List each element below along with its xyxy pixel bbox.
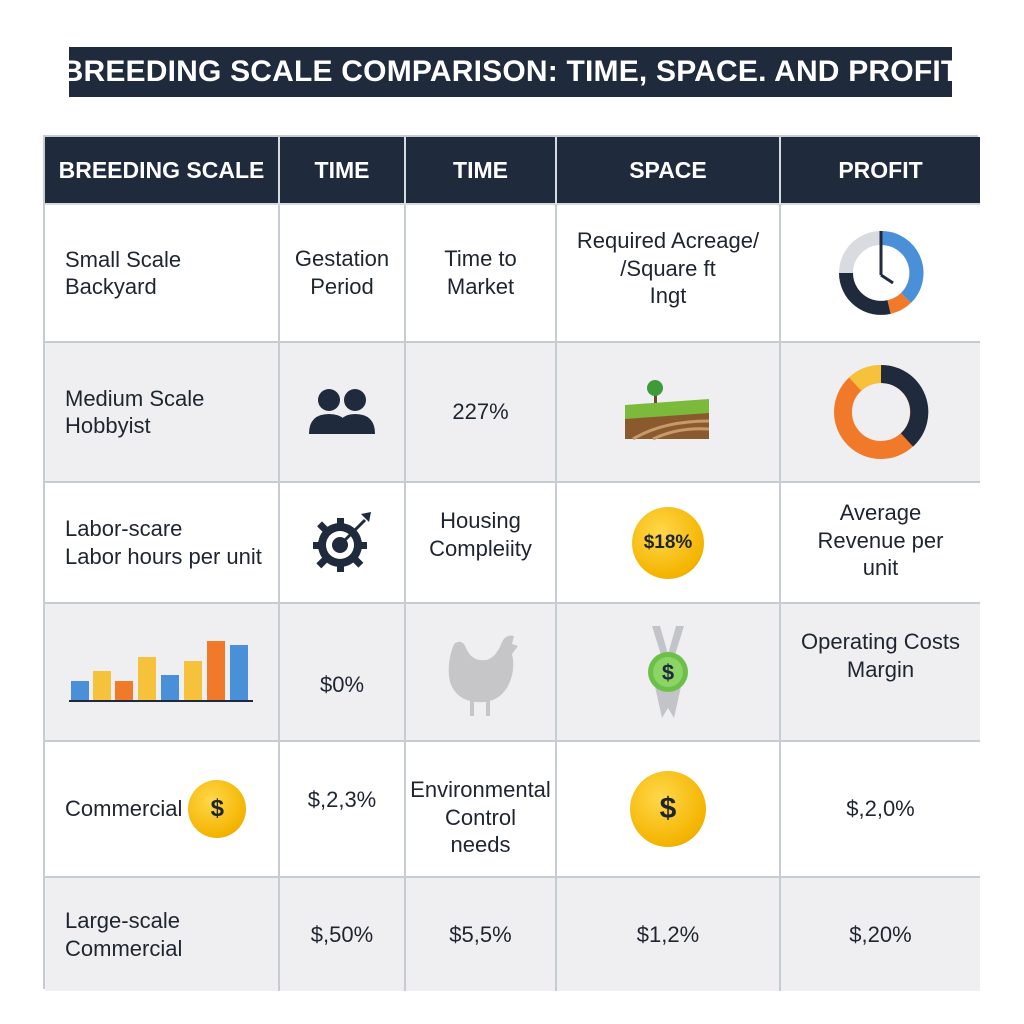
table-row-3-profit: Average Revenue per unit [781, 483, 980, 604]
table-row-2-time2: 227% [406, 343, 557, 483]
table-row-2-scale: Medium Scale Hobbyist [45, 343, 280, 483]
table-row-3-time1 [280, 483, 406, 604]
table-row-2-space [557, 343, 781, 483]
table-row-5-profit: $,2,0% [781, 742, 980, 878]
table-row-6-scale: Large-scale Commercial [45, 878, 280, 991]
cell-text-line: Gestation [294, 246, 390, 271]
table-row-6-time2: $5,5% [406, 878, 557, 991]
header-time-1: TIME [280, 137, 406, 205]
donut-chart-icon [833, 364, 928, 459]
cell-text-line: Period [310, 273, 374, 299]
table-row-3-scale: Labor-scare Labor hours per unit [45, 483, 280, 604]
page-title: BREEDING SCALE COMPARISON: TIME, SPACE. … [61, 55, 960, 88]
donut-chart-clock-icon [838, 230, 923, 315]
table-row-6-profit: $,20% [781, 878, 980, 991]
cell-text-line: needs [450, 832, 511, 857]
table-row-6-time1: $,50% [280, 878, 406, 991]
table-row-1-scale: Small Scale Backyard [45, 205, 280, 343]
table-row-4-time1: $0% [280, 604, 406, 742]
cell-text-line: Operating Costs [801, 629, 960, 654]
cell-text-line: Required Acreage/ [576, 228, 760, 253]
table-row-3-time2: Housing Compleiity [406, 483, 557, 604]
table-row-1-space: Required Acreage/ /Square ft Ingt [557, 205, 781, 343]
cell-text-line: Housing [440, 508, 521, 533]
scale-label-line: Large-scale [65, 908, 180, 933]
table-row-4-space: $ [557, 604, 781, 742]
people-icon [309, 389, 375, 434]
cell-text-line: Ingt [649, 283, 687, 308]
header-breeding-scale: BREEDING SCALE [45, 137, 280, 205]
scale-label-line: Hobbyist [65, 413, 151, 438]
chicken-icon [448, 635, 518, 716]
gold-coin-icon: $18% [632, 506, 704, 579]
cell-text-line: Control [445, 804, 516, 830]
cell-text-line: /Square ft [620, 255, 716, 281]
farmland-tree-icon [625, 380, 710, 441]
cell-text-line: Compleiity [429, 535, 532, 561]
table-row-4-time2 [406, 604, 557, 742]
comparison-table: BREEDING SCALE TIME TIME SPACE PROFIT Sm… [43, 135, 980, 991]
cell-text-line: Revenue per [817, 527, 944, 553]
scale-label-line: Labor-scare [65, 516, 183, 541]
scale-label-line: Medium Scale [65, 385, 205, 411]
table-row-4-profit: Operating Costs Margin [781, 604, 980, 742]
table-row-5-scale: Commercial $ [45, 742, 280, 878]
table-row-5-time1: $,2,3% [280, 742, 406, 878]
table-row-5-time2: Environmental Control needs [406, 742, 557, 878]
table-row-3-space: $18% [557, 483, 781, 604]
table-row-2-profit [781, 343, 980, 483]
table-row-2-time1 [280, 343, 406, 483]
scale-label-line: Labor hours per unit [65, 543, 262, 569]
table-row-6-space: $1,2% [557, 878, 781, 991]
bar-chart-icon [68, 641, 253, 702]
dollar-coin-icon: $ [188, 780, 247, 838]
cell-text-line: Time to [444, 246, 517, 271]
scale-label-line: Backyard [65, 274, 157, 299]
scale-label-line: Small Scale [65, 246, 182, 272]
table-row-4-scale [45, 604, 280, 742]
cell-text-line: Market [446, 273, 515, 299]
table-row-1-profit [781, 205, 980, 343]
table-row-5-space: $ [557, 742, 781, 878]
cell-text-line: Margin [846, 656, 915, 682]
header-profit: PROFIT [781, 137, 980, 205]
scale-label-line: Commercial [65, 796, 183, 822]
svg-text:$: $ [662, 660, 674, 685]
cell-text-line: Average [839, 500, 922, 525]
header-space: SPACE [557, 137, 781, 205]
header-time-2: TIME [406, 137, 557, 205]
cell-text-line: unit [862, 555, 899, 580]
cell-text-line: Environmental [410, 777, 551, 802]
scale-label-line: Commercial [65, 935, 183, 961]
title-banner: BREEDING SCALE COMPARISON: TIME, SPACE. … [62, 47, 959, 97]
gear-target-icon [313, 511, 371, 572]
dollar-coin-icon: $ [630, 771, 706, 847]
table-row-1-time2: Time to Market [406, 205, 557, 343]
dollar-award-icon: $ [648, 626, 688, 718]
table-row-1-time1: Gestation Period [280, 205, 406, 343]
